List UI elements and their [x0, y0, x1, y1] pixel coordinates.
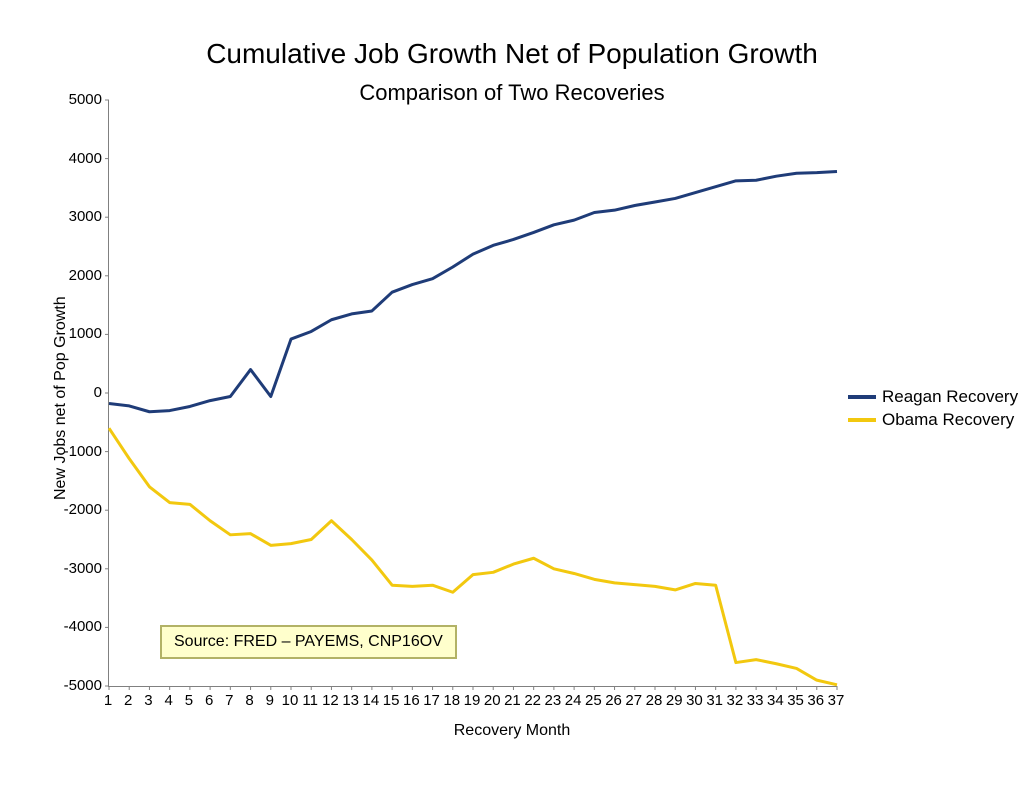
- x-tick-label: 5: [185, 692, 193, 709]
- x-tick-label: 14: [363, 692, 380, 709]
- y-tick-label: 4000: [54, 150, 102, 167]
- x-tick-label: 36: [807, 692, 824, 709]
- x-tick-label: 31: [706, 692, 723, 709]
- y-tick-label: 3000: [54, 208, 102, 225]
- x-tick-label: 1: [104, 692, 112, 709]
- x-tick-label: 13: [342, 692, 359, 709]
- x-tick-label: 12: [322, 692, 339, 709]
- y-tick-label: -4000: [54, 618, 102, 635]
- x-tick-label: 6: [205, 692, 213, 709]
- x-tick-label: 11: [302, 692, 318, 709]
- source-text: Source: FRED – PAYEMS, CNP16OV: [174, 633, 443, 650]
- legend-item: Obama Recovery: [848, 410, 1018, 430]
- x-tick-label: 24: [565, 692, 582, 709]
- x-tick-label: 26: [605, 692, 622, 709]
- x-tick-label: 34: [767, 692, 784, 709]
- plot-area: [108, 100, 837, 687]
- y-tick-label: -5000: [54, 677, 102, 694]
- x-tick-label: 37: [828, 692, 845, 709]
- x-tick-label: 3: [144, 692, 152, 709]
- y-tick-label: -2000: [54, 501, 102, 518]
- x-tick-label: 27: [625, 692, 642, 709]
- x-tick-label: 2: [124, 692, 132, 709]
- y-tick-label: 0: [54, 384, 102, 401]
- x-tick-label: 29: [666, 692, 683, 709]
- y-tick-label: -3000: [54, 560, 102, 577]
- legend: Reagan Recovery Obama Recovery: [848, 384, 1018, 433]
- y-tick-label: 1000: [54, 325, 102, 342]
- x-tick-label: 8: [245, 692, 253, 709]
- legend-item: Reagan Recovery: [848, 387, 1018, 407]
- source-box: Source: FRED – PAYEMS, CNP16OV: [160, 625, 457, 659]
- y-tick-label: 2000: [54, 267, 102, 284]
- x-tick-label: 15: [383, 692, 400, 709]
- legend-swatch: [848, 395, 876, 399]
- plot-svg: [109, 100, 837, 686]
- x-tick-label: 30: [686, 692, 703, 709]
- x-tick-label: 7: [225, 692, 233, 709]
- y-tick-label: 5000: [54, 91, 102, 108]
- x-tick-label: 4: [164, 692, 172, 709]
- y-tick-label: -1000: [54, 443, 102, 460]
- x-axis-label: Recovery Month: [0, 722, 1024, 740]
- x-tick-label: 16: [403, 692, 420, 709]
- x-tick-label: 17: [423, 692, 440, 709]
- x-tick-label: 32: [727, 692, 744, 709]
- x-tick-label: 28: [646, 692, 663, 709]
- x-tick-label: 19: [464, 692, 481, 709]
- series-line: [109, 171, 837, 411]
- legend-swatch: [848, 418, 876, 422]
- x-tick-label: 33: [747, 692, 764, 709]
- x-tick-label: 21: [504, 692, 521, 709]
- x-tick-label: 18: [443, 692, 460, 709]
- chart-page: Cumulative Job Growth Net of Population …: [0, 0, 1024, 791]
- x-tick-label: 9: [266, 692, 274, 709]
- chart-title: Cumulative Job Growth Net of Population …: [0, 38, 1024, 70]
- x-tick-label: 25: [585, 692, 602, 709]
- x-tick-label: 20: [484, 692, 501, 709]
- x-tick-label: 23: [545, 692, 562, 709]
- x-tick-label: 22: [524, 692, 541, 709]
- legend-label: Obama Recovery: [882, 410, 1014, 430]
- x-tick-label: 10: [282, 692, 299, 709]
- legend-label: Reagan Recovery: [882, 387, 1018, 407]
- x-tick-label: 35: [787, 692, 804, 709]
